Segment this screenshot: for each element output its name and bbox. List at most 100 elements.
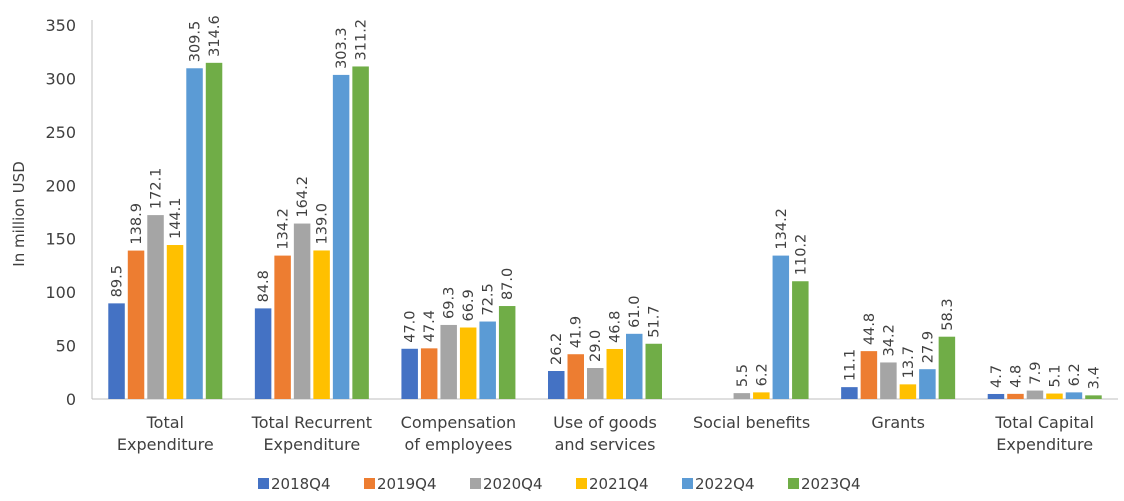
bars-layer	[108, 62, 1102, 400]
bar	[420, 348, 438, 399]
data-label: 138.9	[129, 203, 145, 245]
data-label: 51.7	[647, 305, 663, 337]
legend-label: 2018Q4	[271, 475, 331, 493]
legend-label: 2022Q4	[695, 475, 755, 493]
data-label: 72.5	[481, 283, 497, 315]
data-label: 139.0	[315, 203, 331, 245]
bar	[1026, 390, 1044, 399]
data-label: 309.5	[188, 21, 204, 63]
bar	[254, 308, 272, 399]
bar	[606, 348, 623, 399]
data-label: 58.3	[940, 298, 956, 330]
data-label: 314.6	[207, 15, 223, 57]
data-label: 47.0	[403, 310, 419, 342]
category-label: Total Capital	[994, 413, 1094, 432]
data-label: 134.2	[276, 208, 292, 250]
data-label: 303.3	[334, 27, 350, 69]
data-label: 134.2	[774, 208, 790, 250]
y-tick-label: 200	[45, 176, 76, 195]
legend-label: 2019Q4	[377, 475, 437, 493]
y-axis-ticks: 0 50 100 150 200 250 300 350	[45, 16, 76, 409]
bar	[626, 333, 643, 399]
category-label: Expenditure	[996, 435, 1093, 454]
bar	[186, 68, 203, 399]
category-label: Expenditure	[117, 435, 214, 454]
data-label: 26.2	[549, 333, 565, 365]
category-label: Compensation	[401, 413, 516, 432]
category-label: Use of goods	[553, 413, 657, 432]
bar	[645, 343, 662, 399]
bar	[147, 215, 164, 399]
legend: 2018Q4 2019Q4 2020Q4 2021Q4 2022Q4 2023Q4	[258, 475, 861, 493]
bar	[919, 369, 936, 399]
data-label: 4.8	[1008, 365, 1024, 388]
bar	[459, 327, 477, 399]
category-label: Total	[146, 413, 184, 432]
bar	[1046, 393, 1063, 399]
legend-swatch	[470, 478, 481, 489]
data-label: 66.9	[461, 289, 477, 321]
data-label: 47.4	[422, 310, 438, 342]
bar	[166, 245, 184, 399]
y-tick-label: 100	[45, 283, 76, 302]
bar	[313, 250, 330, 399]
category-label: Grants	[871, 413, 925, 432]
bar	[567, 354, 584, 399]
legend-swatch	[682, 478, 693, 489]
y-tick-label: 250	[45, 123, 76, 142]
y-tick-label: 0	[66, 390, 76, 409]
data-label: 27.9	[920, 331, 936, 363]
y-tick-label: 150	[45, 230, 76, 249]
data-label: 6.2	[1067, 363, 1083, 386]
data-label: 46.8	[608, 311, 624, 343]
bar	[352, 66, 369, 399]
category-label: Social benefits	[693, 413, 810, 432]
bar	[938, 336, 956, 399]
bar	[205, 62, 223, 400]
legend-label: 2020Q4	[483, 475, 543, 493]
bar	[733, 393, 751, 399]
bar	[753, 392, 770, 399]
bar	[987, 393, 1005, 399]
legend-swatch	[258, 478, 269, 489]
bar	[841, 387, 858, 399]
bar	[293, 223, 311, 399]
data-label: 29.0	[588, 330, 604, 362]
bar	[1065, 392, 1083, 399]
y-tick-label: 50	[56, 337, 76, 356]
bar	[479, 321, 496, 399]
data-label: 11.1	[842, 349, 858, 381]
data-label: 110.2	[793, 234, 809, 276]
data-label: 84.8	[256, 270, 272, 302]
bar	[548, 371, 565, 399]
bar	[401, 348, 418, 399]
bar	[1085, 395, 1102, 399]
bar	[274, 255, 291, 399]
data-label: 6.2	[754, 363, 770, 386]
y-tick-label: 350	[45, 16, 76, 35]
data-label: 4.7	[989, 365, 1005, 388]
data-label: 34.2	[881, 324, 897, 356]
bar	[440, 324, 457, 399]
category-labels: Total Expenditure Total Recurrent Expenditu…	[117, 413, 1094, 454]
category-label: Expenditure	[263, 435, 360, 454]
data-label: 41.9	[569, 316, 585, 348]
legend-swatch	[788, 478, 799, 489]
data-label: 69.3	[442, 287, 458, 319]
data-label: 311.2	[354, 19, 370, 61]
y-tick-label: 300	[45, 69, 76, 88]
bar	[880, 362, 897, 399]
bar	[498, 306, 516, 399]
bar	[587, 368, 604, 399]
bar	[792, 281, 809, 399]
legend-swatch	[364, 478, 375, 489]
data-label: 5.1	[1047, 364, 1063, 387]
bar	[772, 255, 790, 399]
bar	[899, 384, 917, 399]
data-label: 89.5	[110, 265, 126, 297]
legend-swatch	[576, 478, 587, 489]
data-label: 164.2	[295, 176, 311, 218]
data-label: 3.4	[1086, 366, 1102, 389]
y-axis-title: In million USD	[10, 161, 28, 266]
